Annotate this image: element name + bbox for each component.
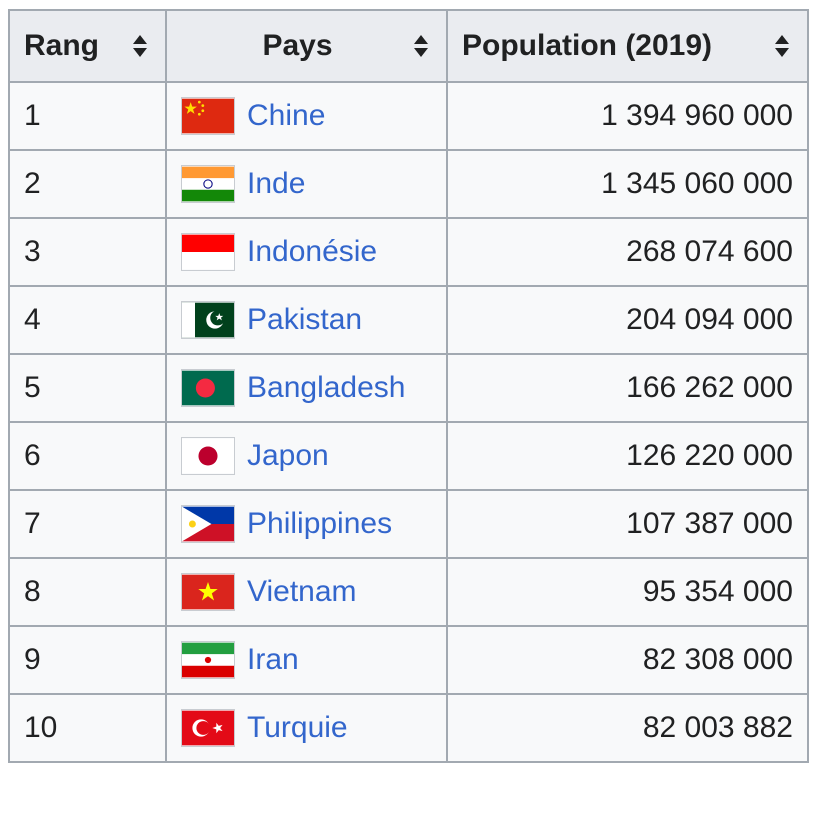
rank-cell: 6 — [8, 421, 167, 491]
header-country[interactable]: Pays — [165, 9, 448, 83]
country-cell: Iran — [165, 625, 448, 695]
country-cell: Bangladesh — [165, 353, 448, 423]
rank-cell: 2 — [8, 149, 167, 219]
iran-flag-icon[interactable] — [181, 641, 235, 679]
population-cell: 95 354 000 — [446, 557, 809, 627]
country-link[interactable]: Turquie — [247, 711, 348, 744]
header-row: Rang Pays Population (2019) — [8, 9, 809, 83]
table-row: 1 Chine 1 394 960 000 — [8, 81, 809, 151]
country-link[interactable]: Chine — [247, 99, 326, 132]
table-row: 4 Pakistan 204 094 000 — [8, 285, 809, 355]
header-rank[interactable]: Rang — [8, 9, 167, 83]
sort-icon[interactable] — [131, 33, 149, 59]
country-cell: Indonésie — [165, 217, 448, 287]
china-flag-icon[interactable] — [181, 97, 235, 135]
table-row: 9 Iran 82 308 000 — [8, 625, 809, 695]
table-row: 5 Bangladesh 166 262 000 — [8, 353, 809, 423]
rank-cell: 1 — [8, 81, 167, 151]
population-cell: 1 345 060 000 — [446, 149, 809, 219]
rank-cell: 9 — [8, 625, 167, 695]
country-cell: Japon — [165, 421, 448, 491]
country-cell: Inde — [165, 149, 448, 219]
country-link[interactable]: Iran — [247, 643, 299, 676]
population-cell: 268 074 600 — [446, 217, 809, 287]
population-cell: 204 094 000 — [446, 285, 809, 355]
vietnam-flag-icon[interactable] — [181, 573, 235, 611]
population-cell: 82 308 000 — [446, 625, 809, 695]
bangladesh-flag-icon[interactable] — [181, 369, 235, 407]
population-cell: 107 387 000 — [446, 489, 809, 559]
japan-flag-icon[interactable] — [181, 437, 235, 475]
table-row: 2 Inde 1 345 060 000 — [8, 149, 809, 219]
sort-icon[interactable] — [412, 33, 430, 59]
population-cell: 1 394 960 000 — [446, 81, 809, 151]
sort-icon[interactable] — [773, 33, 791, 59]
indonesia-flag-icon[interactable] — [181, 233, 235, 271]
rank-cell: 7 — [8, 489, 167, 559]
table-row: 3 Indonésie 268 074 600 — [8, 217, 809, 287]
table-row: 8 Vietnam 95 354 000 — [8, 557, 809, 627]
country-link[interactable]: Philippines — [247, 507, 393, 540]
country-cell: Vietnam — [165, 557, 448, 627]
rank-cell: 4 — [8, 285, 167, 355]
country-link[interactable]: Japon — [247, 439, 329, 472]
country-cell: Turquie — [165, 693, 448, 763]
turkey-flag-icon[interactable] — [181, 709, 235, 747]
table-row: 6 Japon 126 220 000 — [8, 421, 809, 491]
rank-cell: 10 — [8, 693, 167, 763]
population-cell: 82 003 882 — [446, 693, 809, 763]
header-population-label: Population (2019) — [462, 29, 713, 62]
country-link[interactable]: Pakistan — [247, 303, 363, 336]
country-link[interactable]: Bangladesh — [247, 371, 406, 404]
pakistan-flag-icon[interactable] — [181, 301, 235, 339]
rank-cell: 8 — [8, 557, 167, 627]
population-table-container: Rang Pays Population (2019) 1 — [8, 9, 809, 763]
header-rank-label: Rang — [24, 29, 99, 62]
country-link[interactable]: Indonésie — [247, 235, 378, 268]
country-cell: Philippines — [165, 489, 448, 559]
rank-cell: 3 — [8, 217, 167, 287]
table-row: 10 Turquie 82 003 882 — [8, 693, 809, 763]
population-cell: 166 262 000 — [446, 353, 809, 423]
country-link[interactable]: Inde — [247, 167, 306, 200]
country-cell: Chine — [165, 81, 448, 151]
population-table: Rang Pays Population (2019) 1 — [8, 9, 809, 763]
header-population[interactable]: Population (2019) — [446, 9, 809, 83]
india-flag-icon[interactable] — [181, 165, 235, 203]
population-cell: 126 220 000 — [446, 421, 809, 491]
table-row: 7 Philippines 107 387 000 — [8, 489, 809, 559]
philippines-flag-icon[interactable] — [181, 505, 235, 543]
header-country-label: Pays — [262, 29, 333, 62]
rank-cell: 5 — [8, 353, 167, 423]
country-cell: Pakistan — [165, 285, 448, 355]
country-link[interactable]: Vietnam — [247, 575, 357, 608]
